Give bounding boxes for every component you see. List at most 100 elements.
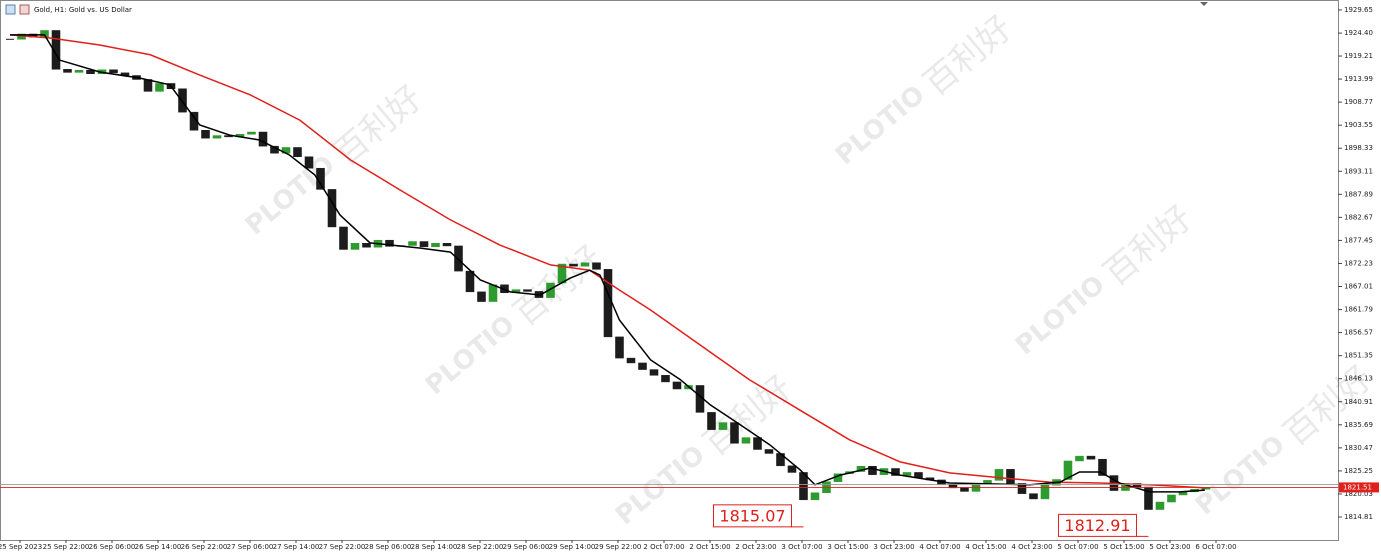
candle	[1040, 484, 1050, 500]
candle	[63, 69, 72, 73]
candle	[787, 465, 797, 473]
candle	[155, 83, 164, 92]
x-tick-label: 29 Sep 14:00	[549, 543, 596, 551]
candle	[718, 422, 728, 430]
y-tick-label: 1830.47	[1344, 444, 1373, 452]
x-tick-label: 28 Sep 14:00	[411, 543, 458, 551]
y-tick-label: 1924.40	[1344, 29, 1373, 37]
candle	[178, 88, 187, 113]
candle	[626, 357, 636, 364]
annotation-label: 1812.91	[1064, 516, 1130, 535]
y-tick-label: 1856.57	[1344, 329, 1373, 337]
x-tick-label: 3 Oct 23:00	[873, 543, 914, 551]
y-tick-label: 1913.99	[1344, 75, 1373, 83]
x-tick-label: 5 Oct 15:00	[1103, 543, 1144, 551]
y-tick-label: 1908.77	[1344, 98, 1373, 106]
x-tick-label: 25 Sep 22:00	[43, 543, 90, 551]
price-tag-label: 1821.51	[1343, 483, 1372, 491]
candle	[753, 437, 762, 450]
candle	[1086, 455, 1096, 460]
candle	[419, 241, 429, 248]
candle	[408, 241, 417, 246]
candle	[891, 468, 900, 476]
candle	[304, 156, 314, 169]
y-tick-label: 1887.89	[1344, 190, 1373, 198]
candle	[810, 492, 820, 501]
price-tag	[1339, 482, 1379, 493]
window-icons	[5, 4, 30, 15]
x-tick-label: 2 Oct 15:00	[689, 543, 730, 551]
y-tick-label: 1846.13	[1344, 375, 1373, 383]
candle	[764, 449, 774, 454]
y-tick-label: 1882.67	[1344, 213, 1373, 221]
y-tick-label: 1903.55	[1344, 121, 1373, 129]
x-tick-label: 25 Sep 2023	[0, 543, 42, 551]
candle	[247, 131, 256, 135]
y-tick-label: 1851.35	[1344, 352, 1373, 360]
candle	[1075, 455, 1084, 462]
moving-average	[9, 34, 1205, 489]
x-tick-label: 3 Oct 15:00	[827, 543, 868, 551]
y-tick-label: 1825.25	[1344, 467, 1373, 475]
candle	[672, 381, 682, 390]
y-tick-label: 1898.33	[1344, 144, 1373, 152]
candle	[86, 69, 95, 74]
x-tick-label: 29 Sep 22:00	[595, 543, 642, 551]
annotation-label: 1815.07	[719, 506, 785, 525]
x-tick-label: 4 Oct 07:00	[919, 543, 960, 551]
candle	[1006, 469, 1015, 484]
candle	[327, 189, 337, 228]
candle	[51, 30, 61, 70]
x-tick-label: 5 Oct 07:00	[1057, 543, 1098, 551]
x-tick-label: 2 Oct 07:00	[643, 543, 684, 551]
y-tick-label: 1835.69	[1344, 421, 1373, 429]
candle	[189, 111, 199, 131]
candle	[649, 369, 659, 376]
y-tick-label: 1840.91	[1344, 398, 1373, 406]
candle	[707, 412, 716, 430]
candle	[385, 239, 394, 247]
candle	[1167, 494, 1176, 503]
x-tick-label: 28 Sep 22:00	[457, 543, 504, 551]
candle	[1155, 501, 1165, 510]
plot-frame	[0, 0, 1339, 541]
y-tick-label: 1872.23	[1344, 259, 1373, 267]
candle	[592, 262, 601, 270]
candle	[442, 243, 452, 247]
x-tick-label: 4 Oct 23:00	[1011, 543, 1052, 551]
x-tick-label: 4 Oct 15:00	[965, 543, 1006, 551]
y-tick-label: 1877.45	[1344, 236, 1373, 244]
x-tick-label: 5 Oct 23:00	[1149, 543, 1190, 551]
y-tick-label: 1861.79	[1344, 306, 1373, 314]
y-tick-label: 1919.21	[1344, 52, 1373, 60]
y-tick-label: 1820.03	[1344, 490, 1373, 498]
x-tick-label: 26 Sep 06:00	[89, 543, 136, 551]
x-tick-label: 6 Oct 07:00	[1195, 543, 1236, 551]
annotation-box	[1057, 513, 1137, 537]
candle	[1098, 458, 1107, 476]
candle	[569, 263, 578, 267]
candle	[615, 336, 624, 359]
candle	[293, 147, 302, 157]
x-tick-label: 26 Sep 14:00	[135, 543, 182, 551]
y-tick-label: 1929.65	[1344, 6, 1373, 14]
candle	[603, 269, 613, 338]
candle	[730, 422, 739, 444]
candle	[994, 469, 1004, 481]
candle	[431, 243, 440, 248]
candle	[212, 135, 222, 139]
y-tick-label: 1867.01	[1344, 283, 1373, 291]
x-tick-label: 28 Sep 06:00	[365, 543, 412, 551]
x-tick-label: 26 Sep 22:00	[181, 543, 228, 551]
candle	[109, 69, 118, 74]
x-tick-label: 3 Oct 07:00	[781, 543, 822, 551]
annotation-box	[712, 504, 792, 528]
x-tick-label: 27 Sep 22:00	[319, 543, 366, 551]
candle	[74, 69, 84, 73]
scroll-marker	[1200, 2, 1208, 6]
window-title: Gold, H1: Gold vs. US Dollar	[34, 6, 132, 14]
candle	[868, 466, 877, 475]
candle	[1017, 483, 1027, 494]
candle	[339, 226, 348, 250]
